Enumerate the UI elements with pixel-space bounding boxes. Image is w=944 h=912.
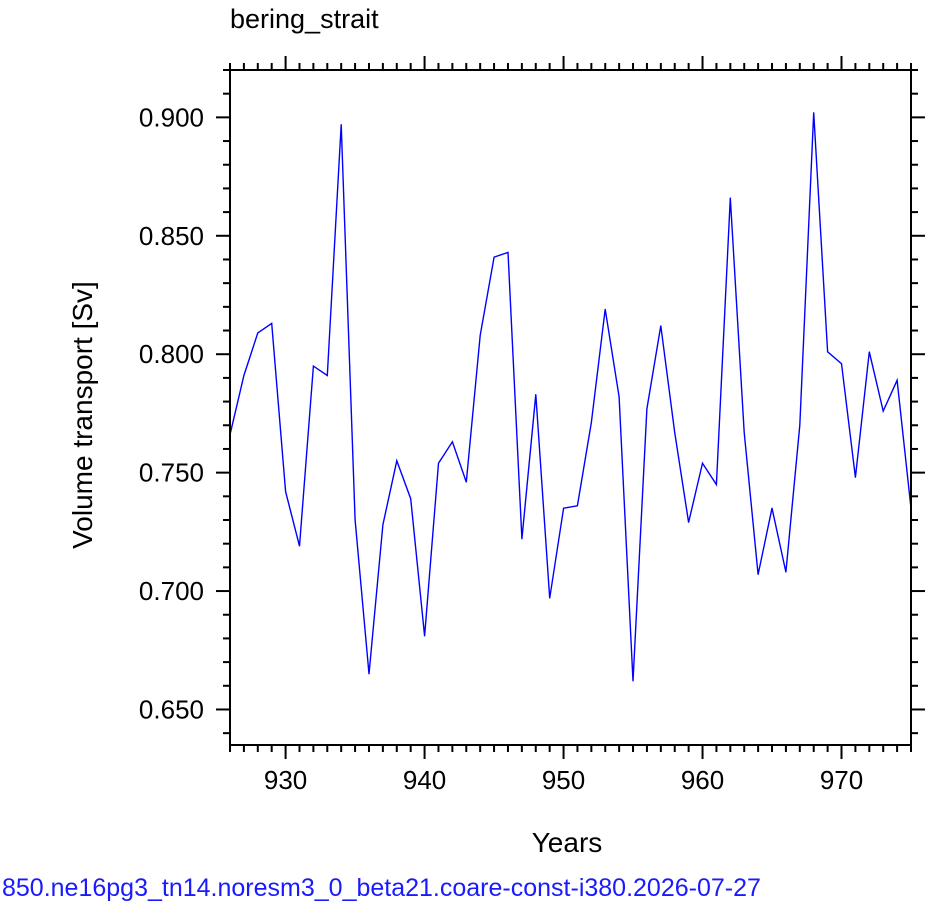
data-point <box>868 351 870 353</box>
data-point <box>257 332 259 334</box>
data-point <box>312 365 314 367</box>
x-tick-label: 940 <box>403 765 446 795</box>
data-point <box>368 673 370 675</box>
y-axis-label: Volume transport [Sv] <box>67 281 98 549</box>
data-point <box>646 408 648 410</box>
data-point <box>702 462 704 464</box>
y-tick-label: 0.650 <box>139 694 204 724</box>
data-point <box>340 123 342 125</box>
data-point <box>437 462 439 464</box>
data-point <box>882 410 884 412</box>
x-tick-label: 950 <box>542 765 585 795</box>
y-tick-label: 0.700 <box>139 576 204 606</box>
data-point <box>688 521 690 523</box>
data-point <box>243 375 245 377</box>
x-tick-label: 960 <box>681 765 724 795</box>
data-point <box>271 322 273 324</box>
x-axis-label: Years <box>532 827 603 858</box>
data-point <box>493 256 495 258</box>
data-point <box>757 573 759 575</box>
tick-labels: 930 940 950 960 970 0.650 0.700 0.750 0.800 0.850… <box>139 102 863 795</box>
data-point <box>451 441 453 443</box>
data-point <box>799 424 801 426</box>
data-point <box>771 507 773 509</box>
plot-frame <box>229 69 912 746</box>
data-point <box>618 396 620 398</box>
data-point <box>854 476 856 478</box>
data-point <box>674 431 676 433</box>
data-point <box>535 393 537 395</box>
data-point <box>298 545 300 547</box>
run-caption: 850.ne16pg3_tn14.noresm3_0_beta21.coare-… <box>2 874 761 902</box>
data-point <box>354 519 356 521</box>
data-point <box>785 571 787 573</box>
y-tick-label: 0.750 <box>139 458 204 488</box>
data-point <box>479 334 481 336</box>
x-tick-label: 970 <box>820 765 863 795</box>
data-point <box>521 538 523 540</box>
series-layer <box>229 112 912 682</box>
data-point <box>813 112 815 114</box>
data-point <box>632 680 634 682</box>
data-point <box>896 379 898 381</box>
data-point <box>590 422 592 424</box>
data-point <box>715 483 717 485</box>
data-point <box>424 635 426 637</box>
data-point <box>743 431 745 433</box>
data-point <box>507 251 509 253</box>
chart-title: bering_strait <box>230 4 379 34</box>
data-point <box>827 351 829 353</box>
data-point <box>563 507 565 509</box>
data-point <box>382 524 384 526</box>
axis-ticks <box>216 56 925 759</box>
data-point <box>410 498 412 500</box>
data-point <box>465 481 467 483</box>
y-tick-label: 0.800 <box>139 339 204 369</box>
x-tick-label: 930 <box>264 765 307 795</box>
y-tick-label: 0.900 <box>139 102 204 132</box>
data-point <box>326 375 328 377</box>
data-point <box>660 325 662 327</box>
series-line <box>229 112 912 682</box>
data-point <box>841 363 843 365</box>
y-tick-label: 0.850 <box>139 221 204 251</box>
data-point <box>576 505 578 507</box>
data-point <box>549 597 551 599</box>
data-point <box>604 308 606 310</box>
data-point <box>729 197 731 199</box>
data-point <box>285 491 287 493</box>
data-point <box>396 460 398 462</box>
